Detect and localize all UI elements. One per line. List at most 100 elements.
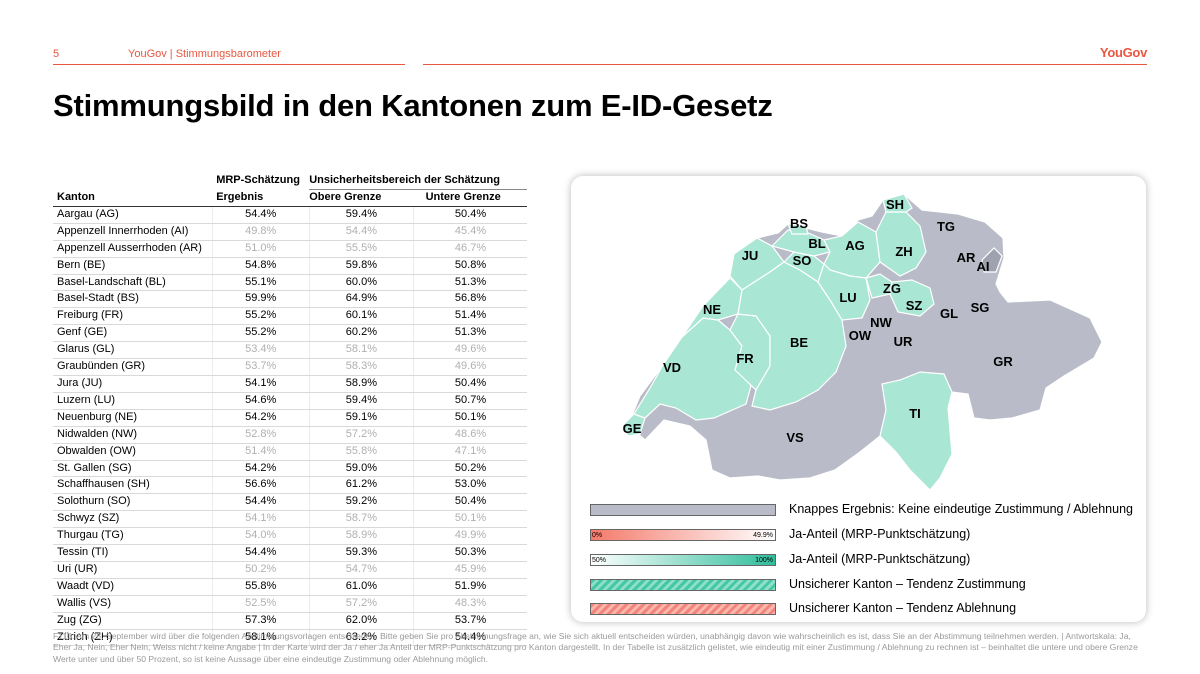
cell-kanton: Solothurn (SO) — [53, 493, 213, 512]
cell-result: 51.0% — [211, 240, 310, 258]
table-group-header-mrp: MRP-Schätzung — [216, 174, 300, 187]
cell-result: 55.8% — [211, 578, 310, 596]
cell-result: 56.6% — [211, 476, 310, 495]
cell-upper: 59.4% — [308, 206, 414, 224]
yougov-logo: YouGov — [1099, 45, 1147, 60]
cell-lower: 48.3% — [413, 595, 527, 613]
legend-swatch-green-gradient: 50% 100% — [590, 554, 776, 566]
cell-upper: 60.2% — [308, 324, 414, 343]
legend-label: Unsicherer Kanton – Tendenz Zustimmung — [789, 577, 1026, 591]
legend-item-uncertain-no: Unsicherer Kanton – Tendenz Ablehnung — [590, 601, 1135, 617]
cell-result: 51.4% — [211, 443, 310, 461]
legend-item-yes-share-high: 50% 100% Ja-Anteil (MRP-Punktschätzung) — [590, 552, 1135, 568]
cell-result: 50.2% — [211, 561, 310, 579]
table-row: Zug (ZG) 57.3% 62.0% 53.7% — [53, 612, 527, 630]
cell-upper: 58.9% — [308, 527, 414, 546]
cell-result: 54.0% — [211, 527, 310, 546]
map-label-fr: FR — [736, 351, 754, 366]
table-row: Thurgau (TG) 54.0% 58.9% 49.9% — [53, 527, 527, 546]
cell-lower: 50.1% — [413, 510, 527, 529]
cell-kanton: St. Gallen (SG) — [53, 460, 213, 478]
cell-kanton: Basel-Landschaft (BL) — [53, 274, 213, 292]
cell-upper: 59.0% — [308, 460, 414, 478]
cell-kanton: Basel-Stadt (BS) — [53, 290, 213, 309]
legend-swatch-red-hatched — [590, 603, 776, 615]
cell-lower: 54.4% — [413, 629, 527, 647]
map-label-ai: AI — [977, 259, 990, 274]
cell-lower: 49.6% — [413, 358, 527, 376]
table-row: Jura (JU) 54.1% 58.9% 50.4% — [53, 375, 527, 393]
cell-kanton: Appenzell Innerrhoden (AI) — [53, 223, 213, 241]
table-row: Zürich (ZH) 58.1% 63.2% 54.4% — [53, 629, 527, 647]
map-label-ag: AG — [845, 238, 865, 253]
table-header-lower: Untere Grenze — [413, 189, 527, 207]
cell-result: 55.2% — [211, 324, 310, 343]
cell-lower: 47.1% — [413, 443, 527, 461]
legend-swatch-green-hatched — [590, 579, 776, 591]
map-label-ar: AR — [957, 250, 976, 265]
cell-upper: 60.0% — [308, 274, 414, 292]
legend-scale-max: 100% — [755, 557, 773, 564]
cell-result: 54.4% — [211, 493, 310, 512]
cell-result: 55.2% — [211, 307, 310, 326]
cell-kanton: Nidwalden (NW) — [53, 426, 213, 444]
legend-swatch-red-gradient: 0% 49.9% — [590, 529, 776, 541]
cell-upper: 57.2% — [308, 426, 414, 444]
map-canton-ti — [879, 371, 953, 491]
cell-lower: 46.7% — [413, 240, 527, 258]
table-row: Aargau (AG) 54.4% 59.4% 50.4% — [53, 206, 527, 224]
table-row: Bern (BE) 54.8% 59.8% 50.8% — [53, 257, 527, 275]
cell-lower: 45.9% — [413, 561, 527, 579]
cell-kanton: Genf (GE) — [53, 324, 213, 343]
cell-kanton: Zug (ZG) — [53, 612, 213, 630]
cell-upper: 64.9% — [308, 290, 414, 309]
cell-kanton: Tessin (TI) — [53, 544, 213, 562]
map-label-bl: BL — [808, 236, 825, 251]
map-label-zg: ZG — [883, 281, 901, 296]
canton-table: MRP-Schätzung Unsicherheitsbereich der S… — [53, 173, 527, 647]
table-row: Uri (UR) 50.2% 54.7% 45.9% — [53, 561, 527, 579]
legend-scale-min: 0% — [592, 532, 603, 539]
table-header-upper: Obere Grenze — [309, 189, 414, 207]
map-label-bs: BS — [790, 216, 808, 231]
cell-result: 52.5% — [211, 595, 310, 613]
map-label-tg: TG — [937, 219, 955, 234]
map-canton-ge — [621, 413, 646, 437]
cell-result: 53.4% — [211, 341, 310, 360]
cell-kanton: Appenzell Ausserrhoden (AR) — [53, 240, 213, 258]
cell-lower: 51.4% — [413, 307, 527, 326]
map-label-nw: NW — [870, 315, 892, 330]
cell-upper: 54.7% — [308, 561, 414, 579]
cell-kanton: Uri (UR) — [53, 561, 213, 579]
cell-kanton: Schwyz (SZ) — [53, 510, 213, 529]
cell-result: 54.1% — [211, 510, 310, 529]
table-row: Basel-Landschaft (BL) 55.1% 60.0% 51.3% — [53, 274, 527, 292]
map-canton-lu — [817, 262, 871, 321]
map-label-ur: UR — [894, 334, 913, 349]
cell-result: 49.8% — [211, 223, 310, 241]
cell-kanton: Bern (BE) — [53, 257, 213, 275]
cell-kanton: Glarus (GL) — [53, 341, 213, 360]
legend-label: Unsicherer Kanton – Tendenz Ablehnung — [789, 601, 1017, 615]
table-row: Graubünden (GR) 53.7% 58.3% 49.6% — [53, 358, 527, 376]
table-row: Solothurn (SO) 54.4% 59.2% 50.4% — [53, 493, 527, 512]
table-row: Nidwalden (NW) 52.8% 57.2% 48.6% — [53, 426, 527, 444]
cell-result: 54.4% — [211, 206, 310, 224]
cell-lower: 49.6% — [413, 341, 527, 360]
cell-lower: 53.0% — [413, 476, 527, 495]
cell-lower: 51.9% — [413, 578, 527, 596]
cell-lower: 48.6% — [413, 426, 527, 444]
cell-lower: 56.8% — [413, 290, 527, 309]
cell-kanton: Aargau (AG) — [53, 206, 213, 224]
legend-label: Ja-Anteil (MRP-Punktschätzung) — [789, 527, 971, 541]
cell-upper: 55.8% — [308, 443, 414, 461]
cell-upper: 62.0% — [308, 612, 414, 630]
table-row: Schwyz (SZ) 54.1% 58.7% 50.1% — [53, 510, 527, 529]
cell-result: 54.4% — [211, 544, 310, 562]
legend-scale-max: 49.9% — [753, 532, 773, 539]
cell-result: 54.1% — [211, 375, 310, 393]
cell-upper: 63.2% — [308, 629, 414, 647]
report-source: YouGov | Stimmungsbarometer — [128, 48, 281, 60]
cell-result: 52.8% — [211, 426, 310, 444]
table-header-blank — [53, 173, 212, 190]
